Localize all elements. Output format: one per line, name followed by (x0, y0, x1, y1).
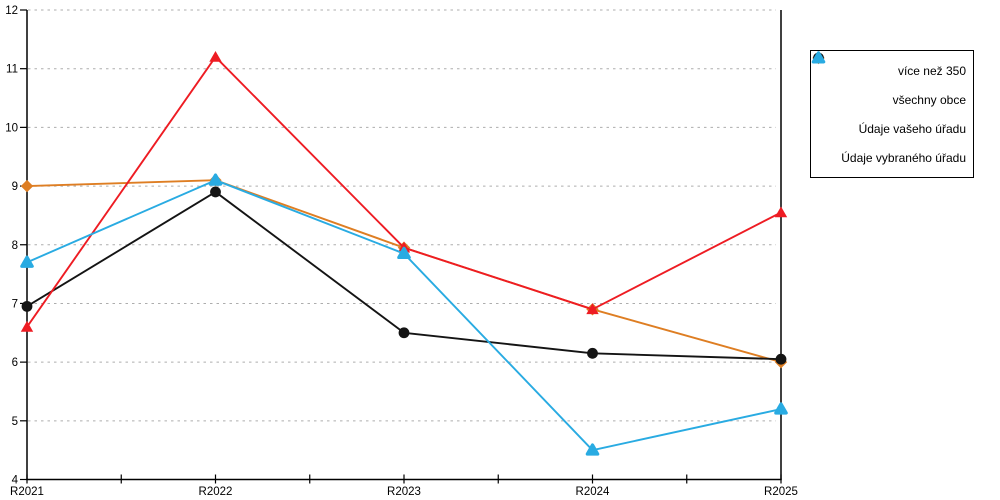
legend-label: Údaje vašeho úřadu (858, 121, 966, 136)
data-point-circle (587, 347, 598, 359)
data-point-circle (21, 300, 33, 312)
legend-item: Údaje vašeho úřadu (812, 52, 966, 143)
x-tick-label: R2022 (199, 486, 233, 498)
data-point-triangle-rounded (208, 173, 223, 186)
x-tick-label: R2024 (576, 486, 610, 498)
legend-item: všechny obce (813, 52, 966, 114)
y-tick-label: 12 (5, 5, 18, 17)
legend-item: více než 350 (812, 51, 966, 85)
x-tick-label: R2021 (10, 486, 44, 498)
x-tick-label: R2023 (387, 486, 421, 498)
series-vice-nez-350 (20, 173, 788, 369)
series-line (26, 179, 782, 452)
y-tick-label: 6 (12, 357, 18, 369)
legend-item: Údaje vybraného úřadu (811, 51, 966, 172)
data-point-triangle-rounded (585, 443, 600, 456)
y-tick-label: 11 (6, 64, 18, 76)
legend-label: více než 350 (897, 63, 966, 78)
data-point-triangle-rounded (397, 246, 411, 260)
triangle-rounded-icon (811, 51, 826, 64)
series-udaje-vybraneho-uradu (20, 173, 788, 456)
data-point-circle (398, 327, 410, 339)
legend-label: Údaje vybraného úřadu (841, 150, 966, 165)
y-tick-label: 10 (5, 122, 18, 134)
data-point-triangle (774, 206, 788, 218)
y-tick-label: 9 (12, 181, 18, 193)
x-tick-label: R2025 (764, 486, 798, 498)
data-point-circle (775, 353, 787, 365)
data-point-diamond (20, 179, 34, 193)
data-point-triangle-rounded (774, 402, 788, 415)
data-point-triangle-rounded (20, 255, 34, 268)
data-point-triangle (586, 303, 599, 315)
legend-box: více než 350 všechny obce Údaje vašeho úřa… (810, 50, 974, 178)
data-point-triangle-rounded (811, 51, 826, 64)
series-udaje-vaseho-uradu (20, 50, 788, 332)
y-tick-label: 4 (12, 475, 19, 487)
data-point-triangle (20, 320, 34, 332)
y-tick-label: 7 (12, 298, 18, 310)
y-tick-label: 8 (12, 240, 18, 252)
legend-label: všechny obce (892, 92, 966, 107)
data-point-triangle (209, 50, 222, 62)
series-vsechny-obce (21, 186, 787, 365)
y-tick-label: 5 (12, 416, 18, 428)
series-line (26, 56, 782, 328)
data-point-circle (210, 186, 221, 198)
